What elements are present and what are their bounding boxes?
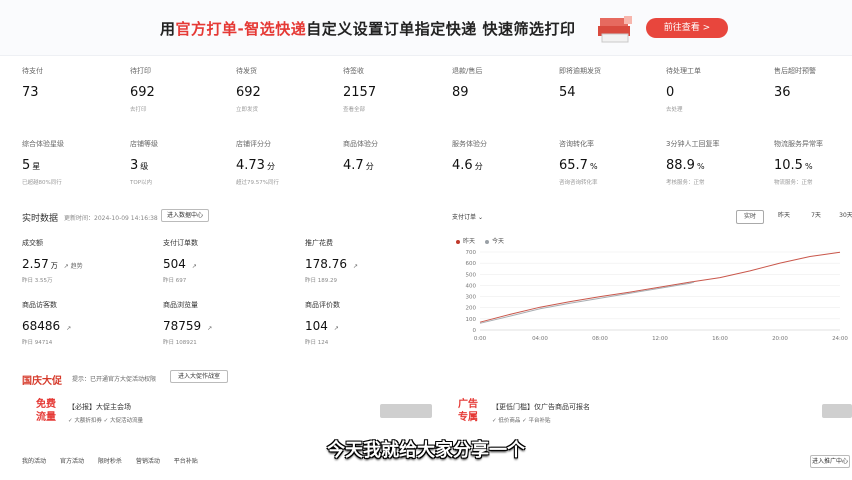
tab-marketing[interactable]: 营销活动 — [135, 458, 160, 465]
trend-icon: ↗ — [333, 325, 339, 332]
x-tick-label: 16:00 — [712, 336, 728, 342]
metric-consult-conversion[interactable]: 咨询转化率 65.7% 咨询咨询转化率 — [559, 140, 598, 186]
campaign-note: 提示：已开通官方大促活动权限 — [72, 376, 157, 383]
chart-legend: 昨天 今天 — [456, 236, 504, 245]
tab-flash-sale[interactable]: 限时秒杀 — [97, 458, 122, 465]
data-center-button[interactable]: 进入数据中心 — [161, 209, 209, 222]
metric-pending-payment[interactable]: 待支付 73 — [22, 67, 43, 100]
promo-ad-tag: 广告专属 — [458, 399, 478, 423]
y-tick-label: 700 — [466, 250, 477, 256]
trend-icon: ↗ — [353, 263, 359, 270]
promo-banner: 用官方打单-智选快递自定义设置订单指定快递 快速筛选打印 前往查看 > — [0, 0, 852, 56]
metric-refund-aftersale[interactable]: 退款/售后 89 — [452, 67, 483, 100]
activity-tabs: 我的活动 官方活动 限时秒杀 营销活动 平台补贴 — [22, 456, 210, 465]
x-tick-label: 24:00 — [832, 336, 848, 342]
promo-ad-meta: ✓ 低价商品 ✓ 平台补贴 — [492, 418, 551, 424]
y-tick-label: 500 — [466, 272, 477, 278]
campaign-title: 国庆大促 — [22, 376, 62, 387]
rt-metric-pageviews[interactable]: 商品浏览量 78759 ↗ 昨日 108921 — [163, 301, 213, 346]
metric-product-score[interactable]: 商品体验分 4.7 分 — [343, 140, 378, 173]
orders-line-chart: 0 100 200 300 400 500 600 700 0:00 04:00 08:00 12:0… — [466, 250, 849, 342]
range-realtime[interactable]: 实时 — [736, 210, 764, 224]
series-line-0 — [479, 251, 841, 323]
promo-free-traffic-tag: 免费流量 — [36, 399, 56, 423]
x-tick-label: 12:00 — [652, 336, 668, 342]
promo-main-venue-meta: ✓ 大额折扣券 ✓ 大促活动流量 — [68, 418, 143, 424]
rt-metric-visitors[interactable]: 商品访客数 68486 ↗ 昨日 94714 — [22, 301, 72, 346]
banner-view-button[interactable]: 前往查看 > — [646, 18, 728, 38]
trend-icon: ↗ — [66, 325, 72, 332]
y-tick-label: 600 — [466, 261, 477, 267]
rt-metric-gmv[interactable]: 成交额 2.57 万 ↗ 趋势 昨日 3.55万 — [22, 239, 83, 284]
range-7days[interactable]: 7天 — [811, 212, 821, 219]
x-tick-label: 20:00 — [772, 336, 788, 342]
printer-illustration-icon — [598, 16, 632, 43]
promo-register-button[interactable] — [380, 404, 432, 418]
range-30days[interactable]: 30天 — [839, 212, 852, 219]
rt-metric-reviews[interactable]: 商品评价数 104 ↗ 昨日 124 — [305, 301, 340, 346]
metric-logistics-abnormal[interactable]: 物流服务异常率 10.5% 物流服务：正常 — [774, 140, 823, 186]
legend-today: 今天 — [484, 238, 504, 245]
trend-icon: ↗ 趋势 — [63, 263, 83, 270]
y-tick-label: 400 — [466, 283, 477, 289]
y-tick-label: 100 — [466, 317, 477, 323]
x-tick-label: 04:00 — [532, 336, 548, 342]
rt-metric-ad-spend[interactable]: 推广花费 178.76 ↗ 昨日 189.29 — [305, 239, 359, 284]
x-tick-label: 0:00 — [474, 336, 487, 342]
promo-ad-register-button[interactable] — [822, 404, 852, 418]
legend-yesterday: 昨天 — [456, 238, 475, 245]
banner-headline: 用官方打单-智选快递自定义设置订单指定快递 快速筛选打印 — [160, 20, 576, 38]
chevron-down-icon: ⌄ — [477, 214, 483, 221]
tab-my-activities[interactable]: 我的活动 — [22, 458, 47, 465]
y-tick-label: 0 — [473, 328, 477, 334]
y-tick-label: 300 — [466, 295, 477, 301]
metric-pending-tickets[interactable]: 待处理工单 0 去处理 — [666, 67, 701, 113]
series-line-1 — [479, 281, 695, 324]
video-subtitle: 今天我就给大家分享一个 — [327, 440, 525, 461]
tab-subsidy[interactable]: 平台补贴 — [173, 458, 198, 465]
tab-official-activities[interactable]: 官方活动 — [59, 458, 84, 465]
range-yesterday[interactable]: 昨天 — [777, 212, 790, 219]
metric-service-score[interactable]: 服务体验分 4.6 分 — [452, 140, 487, 173]
promotion-center-button[interactable]: 进入推广中心 — [810, 455, 850, 468]
metric-pending-receipt[interactable]: 待签收 2157 查看全部 — [343, 67, 377, 113]
trend-icon: ↗ — [191, 263, 197, 270]
promo-ad-title: 【更低门槛】仅广告商品可报名 — [492, 403, 590, 411]
rt-metric-orders[interactable]: 支付订单数 504 ↗ 昨日 697 — [163, 239, 198, 284]
metric-reply-rate[interactable]: 3分钟人工回复率 88.9% 考核服务：正常 — [666, 140, 720, 186]
y-tick-label: 200 — [466, 306, 477, 312]
metric-pending-shipment[interactable]: 待发货 692 立即发货 — [236, 67, 261, 113]
trend-icon: ↗ — [207, 325, 213, 332]
metric-overdue-shipment[interactable]: 即将逾期发货 54 — [559, 67, 601, 100]
metric-store-score[interactable]: 店铺评分分 4.73 分 超过79.57%同行 — [236, 140, 279, 186]
x-tick-label: 08:00 — [592, 336, 608, 342]
promo-main-venue-title: 【必报】大促主会场 — [68, 403, 131, 411]
realtime-title: 实时数据 — [22, 214, 59, 224]
chart-metric-dropdown[interactable]: 支付订单 ⌄ — [452, 214, 483, 221]
campaign-room-button[interactable]: 进入大促作战室 — [170, 370, 228, 383]
metric-pending-print[interactable]: 待打印 692 去打印 — [130, 67, 155, 113]
metric-aftersale-timeout[interactable]: 售后超时预警 36 — [774, 67, 816, 100]
realtime-update-time: 更新时间：2024-10-09 14:16:38 — [64, 215, 158, 222]
